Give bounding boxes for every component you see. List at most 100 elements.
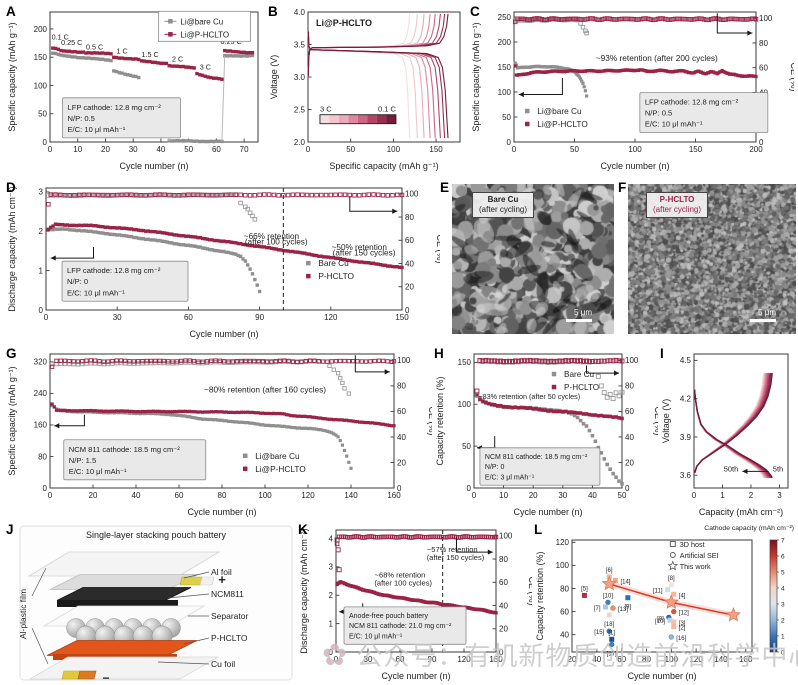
panel-D-label: D (6, 180, 16, 195)
svg-text:20: 20 (397, 458, 406, 467)
svg-text:0: 0 (44, 313, 49, 322)
svg-text:[11]: [11] (653, 589, 663, 595)
panel-J-label: J (6, 522, 14, 537)
svg-text:0: 0 (329, 648, 334, 657)
svg-text:80: 80 (499, 555, 508, 564)
svg-text:CE (%): CE (%) (527, 577, 532, 606)
svg-text:Capacity retention (%): Capacity retention (%) (435, 376, 445, 465)
svg-text:80: 80 (397, 382, 406, 391)
svg-text:[1]: [1] (608, 630, 615, 636)
svg-text:3D host: 3D host (680, 540, 705, 549)
svg-text:3.5: 3.5 (294, 40, 306, 49)
svg-text:80: 80 (218, 491, 227, 500)
svg-text:5: 5 (781, 570, 785, 577)
panel-K-label: K (298, 522, 308, 537)
svg-text:[8]: [8] (668, 576, 675, 582)
svg-text:[10]: [10] (603, 593, 613, 599)
panel-B-label: B (268, 4, 278, 19)
svg-text:3.0: 3.0 (294, 73, 306, 82)
svg-text:80: 80 (759, 39, 768, 48)
svg-text:Discharge capacity (mAh cm⁻²): Discharge capacity (mAh cm⁻²) (299, 528, 309, 653)
svg-text:Cycle number (n): Cycle number (n) (513, 507, 582, 517)
svg-text:40: 40 (405, 259, 414, 268)
svg-text:3: 3 (329, 563, 334, 572)
svg-text:40: 40 (625, 433, 634, 442)
pouch-battery-diagram: Single-layer stacking pouch battery Al fo… (18, 525, 293, 684)
svg-text:80: 80 (38, 452, 47, 461)
svg-text:Capacity (mAh cm⁻²): Capacity (mAh cm⁻²) (699, 507, 783, 517)
svg-text:[4]: [4] (679, 593, 686, 599)
svg-text:E/C: 3 μl mAh⁻¹: E/C: 3 μl mAh⁻¹ (485, 474, 535, 481)
svg-text:4.0: 4.0 (294, 8, 306, 17)
svg-text:1: 1 (781, 634, 785, 641)
svg-text:E/C: 10 μl mAh⁻¹: E/C: 10 μl mAh⁻¹ (67, 288, 125, 297)
svg-text:20: 20 (405, 283, 414, 292)
svg-text:0: 0 (692, 491, 697, 500)
svg-text:~50% retention: ~50% retention (332, 243, 388, 252)
svg-text:Separator: Separator (211, 611, 248, 621)
svg-text:40: 40 (592, 655, 601, 664)
svg-text:[10]: [10] (655, 619, 665, 625)
svg-text:60: 60 (175, 491, 184, 500)
svg-text:100: 100 (499, 532, 513, 541)
svg-text:0.1 C: 0.1 C (52, 33, 69, 42)
svg-text:100: 100 (405, 190, 419, 199)
svg-text:20: 20 (89, 491, 98, 500)
svg-text:120: 120 (556, 538, 570, 547)
panel-I: I 0 1 2 3 3.6 3.9 4.2 4.5 Capacity (mAh cm⁻²) Vol… (660, 346, 796, 522)
svg-text:4: 4 (781, 586, 785, 593)
svg-text:120: 120 (301, 491, 315, 500)
svg-text:40: 40 (132, 491, 141, 500)
svg-text:4: 4 (329, 534, 334, 543)
svg-text:0: 0 (507, 138, 512, 147)
svg-text:0: 0 (467, 484, 472, 493)
svg-text:[12]: [12] (679, 611, 689, 617)
svg-text:[8]: [8] (657, 616, 664, 622)
svg-text:0.25 C: 0.25 C (61, 38, 82, 47)
svg-text:60: 60 (397, 407, 406, 416)
svg-text:80: 80 (405, 213, 414, 222)
svg-text:−: − (102, 671, 109, 684)
svg-text:7: 7 (781, 538, 785, 545)
sem-F-label: P-HCLTO (after cycling) (646, 192, 709, 218)
panel-G-label: G (6, 346, 17, 361)
svg-text:50: 50 (570, 145, 579, 154)
svg-text:100: 100 (556, 561, 570, 570)
svg-text:50: 50 (184, 145, 193, 154)
svg-text:P-HCLTO: P-HCLTO (318, 271, 354, 281)
svg-text:0: 0 (48, 491, 53, 500)
svg-text:150: 150 (34, 53, 48, 62)
svg-text:LFP cathode: 12.8 mg cm⁻²: LFP cathode: 12.8 mg cm⁻² (67, 266, 161, 275)
svg-text:0.5 C: 0.5 C (86, 42, 103, 51)
svg-text:150: 150 (489, 655, 503, 664)
svg-text:N/P: 0: N/P: 0 (67, 277, 88, 286)
svg-text:100: 100 (625, 356, 639, 365)
svg-text:2.0: 2.0 (294, 138, 306, 147)
svg-text:NCM 811 cathode: 18.5 mg cm⁻²: NCM 811 cathode: 18.5 mg cm⁻² (69, 445, 181, 454)
svg-text:CE (%): CE (%) (427, 407, 432, 436)
svg-text:Anode-free pouch battery: Anode-free pouch battery (349, 613, 428, 620)
sem-E-scalebar: 5 μm (566, 308, 592, 322)
svg-text:60: 60 (396, 655, 405, 664)
svg-text:4.2: 4.2 (680, 394, 692, 403)
svg-text:60: 60 (405, 236, 414, 245)
svg-text:160: 160 (387, 491, 401, 500)
svg-text:[3]: [3] (679, 621, 686, 627)
svg-text:60: 60 (617, 655, 626, 664)
svg-text:40: 40 (560, 630, 569, 639)
svg-text:50: 50 (462, 442, 471, 451)
svg-text:0: 0 (334, 655, 339, 664)
svg-text:200: 200 (749, 145, 763, 154)
svg-text:E/C: 10 μl mAh⁻¹: E/C: 10 μl mAh⁻¹ (349, 633, 403, 640)
svg-text:[7]: [7] (594, 606, 601, 612)
svg-text:320: 320 (34, 358, 48, 367)
svg-text:10: 10 (73, 145, 82, 154)
svg-text:0: 0 (43, 138, 48, 147)
svg-text:10: 10 (499, 491, 508, 500)
svg-text:100: 100 (397, 356, 411, 365)
chart-B-voltage-profiles: 0 50 100 150 2.0 2.5 3.0 3.5 4.0 Specific capacit… (269, 8, 461, 171)
svg-text:0: 0 (306, 145, 311, 154)
svg-text:90: 90 (255, 313, 264, 322)
